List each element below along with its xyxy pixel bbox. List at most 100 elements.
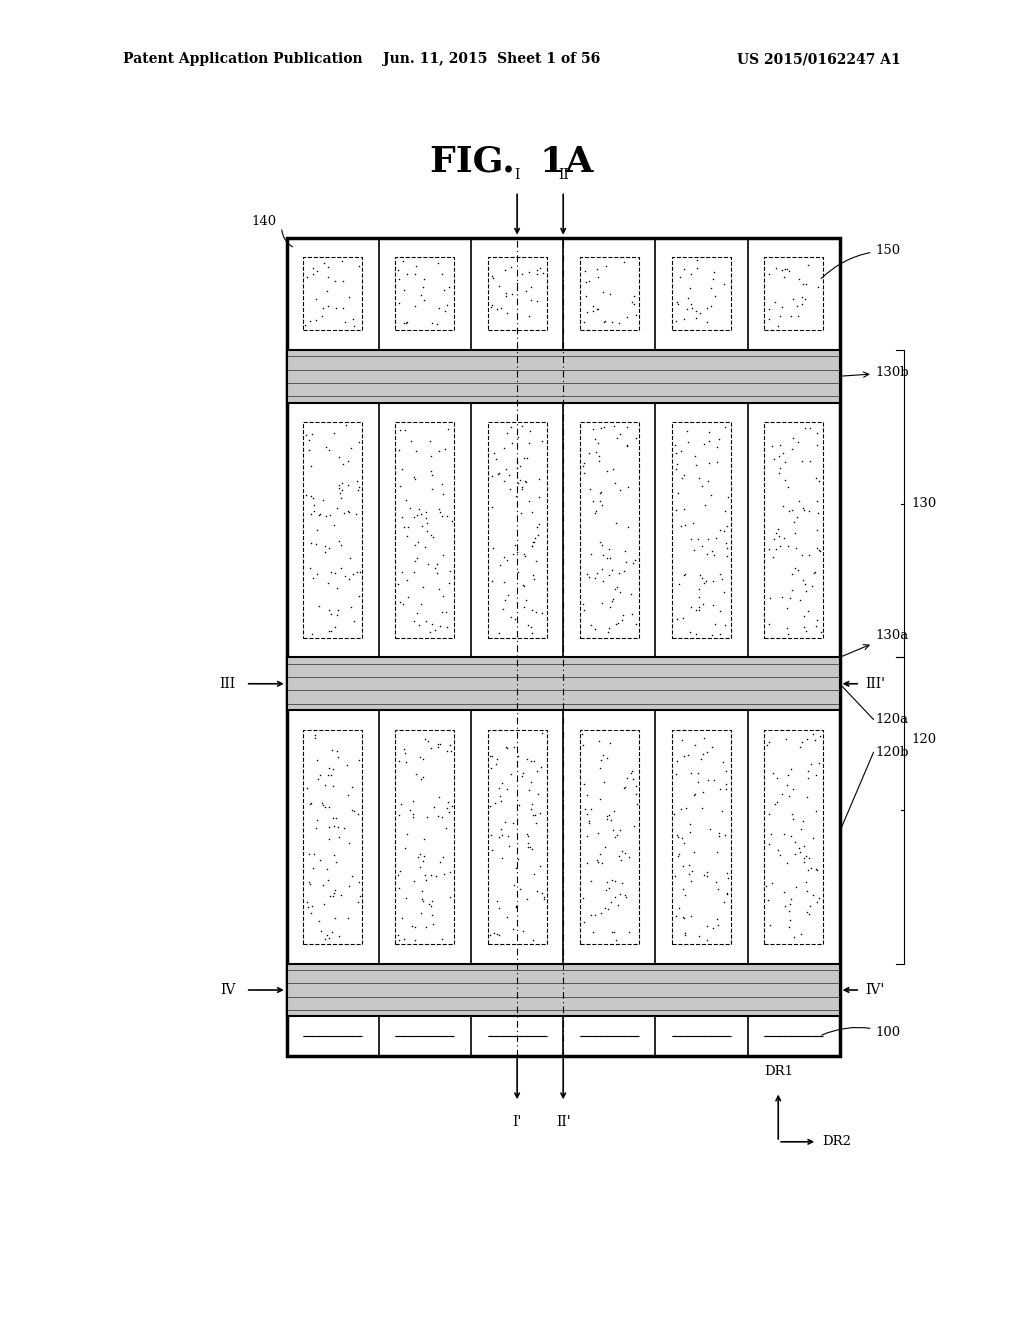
Point [408, 763, 424, 784]
Point [594, 593, 610, 614]
Point [587, 568, 603, 589]
Point [329, 808, 345, 829]
Point [416, 290, 432, 312]
Point [340, 500, 356, 521]
Point [311, 764, 328, 785]
Point [575, 462, 592, 483]
Point [393, 458, 410, 479]
Point [717, 614, 733, 635]
Point [406, 561, 422, 582]
Point [784, 499, 801, 520]
Point [602, 733, 618, 754]
Text: 130b: 130b [843, 366, 909, 379]
Point [581, 810, 597, 832]
Point [319, 869, 336, 890]
Point [595, 281, 611, 302]
Point [575, 734, 592, 755]
Point [411, 499, 427, 520]
Point [716, 892, 732, 913]
Point [303, 504, 319, 525]
Point [399, 824, 416, 845]
Point [677, 923, 693, 944]
Point [310, 911, 327, 932]
Point [341, 569, 357, 590]
Point [317, 436, 334, 457]
Point [626, 816, 642, 837]
Text: Patent Application Publication: Patent Application Publication [123, 53, 362, 66]
Point [408, 916, 424, 937]
Point [596, 312, 612, 333]
Point [308, 519, 325, 540]
Point [400, 516, 417, 537]
Point [516, 576, 532, 597]
Text: FIG.  1A: FIG. 1A [430, 144, 594, 178]
Point [512, 470, 528, 491]
Point [346, 611, 362, 632]
Point [605, 589, 622, 610]
Point [424, 614, 440, 635]
Point [671, 574, 687, 595]
Point [694, 781, 711, 803]
Point [694, 743, 711, 764]
Point [716, 521, 732, 543]
Point [806, 562, 822, 583]
Point [511, 795, 527, 816]
Point [770, 519, 786, 540]
Point [484, 265, 501, 286]
Point [796, 500, 812, 521]
Point [503, 763, 519, 784]
Point [331, 826, 347, 847]
Point [498, 286, 514, 308]
Point [328, 616, 344, 638]
Point [774, 260, 791, 281]
Bar [303, 730, 362, 944]
Point [482, 297, 499, 318]
Point [308, 817, 325, 838]
Point [590, 822, 606, 843]
Point [777, 259, 794, 280]
Point [601, 539, 617, 560]
Point [788, 296, 805, 317]
Point [687, 445, 703, 466]
Point [301, 793, 317, 814]
Point [771, 843, 787, 865]
Point [512, 503, 528, 524]
Bar [487, 422, 547, 638]
Point [528, 880, 545, 902]
Point [687, 308, 703, 329]
Point [417, 865, 433, 886]
Point [398, 525, 415, 546]
Point [600, 622, 616, 643]
Point [508, 896, 524, 917]
Point [598, 256, 614, 277]
Point [493, 791, 509, 812]
Point [341, 286, 357, 308]
Point [430, 440, 446, 461]
Point [483, 466, 500, 487]
Point [791, 269, 807, 290]
Point [594, 535, 610, 556]
Point [390, 440, 407, 461]
Point [583, 543, 599, 564]
Point [529, 784, 546, 805]
Point [579, 825, 595, 846]
Point [720, 486, 736, 507]
Bar [672, 422, 731, 638]
Point [340, 784, 356, 805]
Point [775, 495, 792, 516]
Point [492, 462, 508, 483]
Point [783, 438, 800, 459]
Point [488, 298, 505, 319]
Point [712, 822, 728, 843]
Point [305, 568, 322, 589]
Point [717, 500, 733, 521]
Bar [287, 350, 840, 403]
Point [795, 273, 811, 294]
Text: 100: 100 [821, 1026, 901, 1039]
Point [532, 855, 549, 876]
Point [406, 466, 422, 487]
Point [520, 261, 537, 282]
Point [697, 494, 714, 515]
Point [492, 785, 508, 807]
Point [677, 564, 693, 585]
